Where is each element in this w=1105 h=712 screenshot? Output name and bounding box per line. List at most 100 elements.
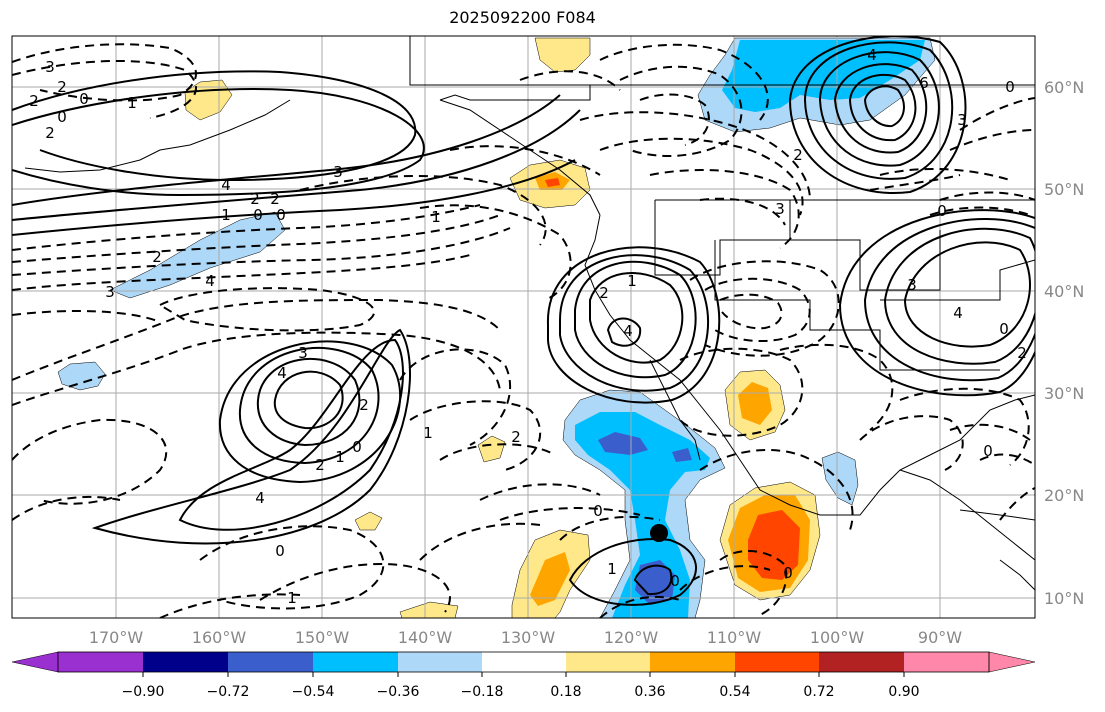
contour-label: 4 [623,322,633,340]
shade-blue-tropics [575,412,710,618]
lat-label: 20°N [1044,486,1084,505]
contour-label: 2 [1017,344,1027,362]
contour-label: 1 [627,272,637,290]
contour-label: 0 [79,90,89,108]
contour-label: 2 [270,190,280,208]
contour-label: 4 [221,176,231,194]
contour-label: 2 [29,92,39,110]
colorbar-seg [566,652,650,672]
colorbar-seg [650,652,735,672]
colorbar-seg [58,652,143,672]
colorbar-seg [143,652,228,672]
shade-blue-small-west [57,361,106,391]
contour-label: 2 [793,146,803,164]
contour-label: 3 [775,200,785,218]
shade-blue-tropics-dark3 [635,560,675,605]
shade-red-bc [545,178,560,187]
contour-label: 2 [152,248,162,266]
lon-label: 160°W [192,628,247,647]
lon-label: 100°W [810,628,865,647]
lat-label: 60°N [1044,78,1084,97]
lat-label: 50°N [1044,180,1084,199]
gridlines [12,36,1035,618]
colorbar-tick-label: −0.18 [461,684,504,700]
contour-label: 1 [287,589,297,607]
colorbar-tick-label: 0.72 [803,684,834,700]
contour-label: 0 [783,564,793,582]
contour-label: 6 [919,74,929,92]
lon-label: 90°W [918,628,962,647]
contour-label: 4 [277,364,287,382]
storm-center-dot [650,524,668,542]
solid-contours [12,36,1035,606]
contour-label: 4 [205,272,215,290]
lat-label: 10°N [1044,589,1084,608]
lat-label: 30°N [1044,384,1084,403]
contour-label: 2 [250,190,260,208]
colorbar-seg [398,652,482,672]
colorbar-seg [819,652,904,672]
contour-label: 0 [937,202,947,220]
shade-yellow-north [534,37,591,73]
colorbar-seg [313,652,398,672]
lon-label: 130°W [501,628,556,647]
colorbar-tick-label: 0.90 [888,684,919,700]
shade-yellow-small1 [477,435,506,463]
contour-label: 0 [352,438,362,456]
colorbar-seg [482,652,566,672]
contour-label: 3 [333,163,343,181]
contour-label: 2 [359,396,369,414]
contour-label: 4 [867,46,877,64]
colorbar-seg [228,652,313,672]
contour-label: 0 [1005,78,1015,96]
shade-red-southeast [748,510,800,580]
colorbar-tick-label: 0.54 [719,684,750,700]
contour-label: 2 [45,124,55,142]
lon-label: 120°W [604,628,659,647]
contour-label: 3 [957,111,967,129]
colorbar-seg [904,652,989,672]
longitude-labels: 170°W 160°W 150°W 140°W 130°W 120°W 110°… [89,628,962,647]
contour-label: 3 [45,58,55,76]
lon-label: 110°W [707,628,762,647]
contour-label: 3 [298,344,308,362]
colorbar-frame [57,651,990,673]
contour-label: 0 [670,572,680,590]
contour-label: 1 [127,94,137,112]
contour-label: 3 [907,276,917,294]
contour-labels: 3 2 0 2 2 0 1 4 3 2 2 0 0 1 1 2 3 4 3 4 … [29,46,1027,607]
contour-label: 0 [276,206,286,224]
contour-label: 0 [57,108,67,126]
colorbar-tick-label: −0.36 [377,684,420,700]
shade-orange-southwest [530,552,570,606]
contour-label: 1 [431,208,441,226]
contour-label: 4 [255,489,265,507]
colorbar-tick-label: −0.72 [207,684,250,700]
lat-label: 40°N [1044,282,1084,301]
colorbar-under-arrow [11,651,59,673]
colorbar: −0.90 −0.72 −0.54 −0.36 −0.18 0.18 0.36 … [11,651,1036,700]
colorbar-ticks [142,672,905,677]
lon-label: 170°W [89,628,144,647]
contour-label: 4 [953,304,963,322]
contour-label: 1 [423,424,433,442]
contour-label: 0 [275,542,285,560]
latitude-labels: 60°N 50°N 40°N 30°N 20°N 10°N [1044,78,1084,608]
colorbar-tick-label: 0.18 [550,684,581,700]
shade-blue-north [722,40,925,112]
shade-yellow-small2 [354,511,383,531]
contour-label: 1 [335,448,345,466]
contour-label: 0 [983,442,993,460]
lon-label: 150°W [295,628,350,647]
colorbar-tick-label: −0.90 [122,684,165,700]
lon-label: 140°W [398,628,453,647]
map-frame [11,35,1036,619]
shade-blue-tropics-dark1 [598,432,648,455]
contour-label: 1 [221,206,231,224]
contour-label: 3 [105,283,115,301]
colorbar-tick-label: 0.36 [634,684,665,700]
colorbar-seg [735,652,819,672]
contour-label: 0 [593,502,603,520]
contour-label: 0 [253,206,263,224]
